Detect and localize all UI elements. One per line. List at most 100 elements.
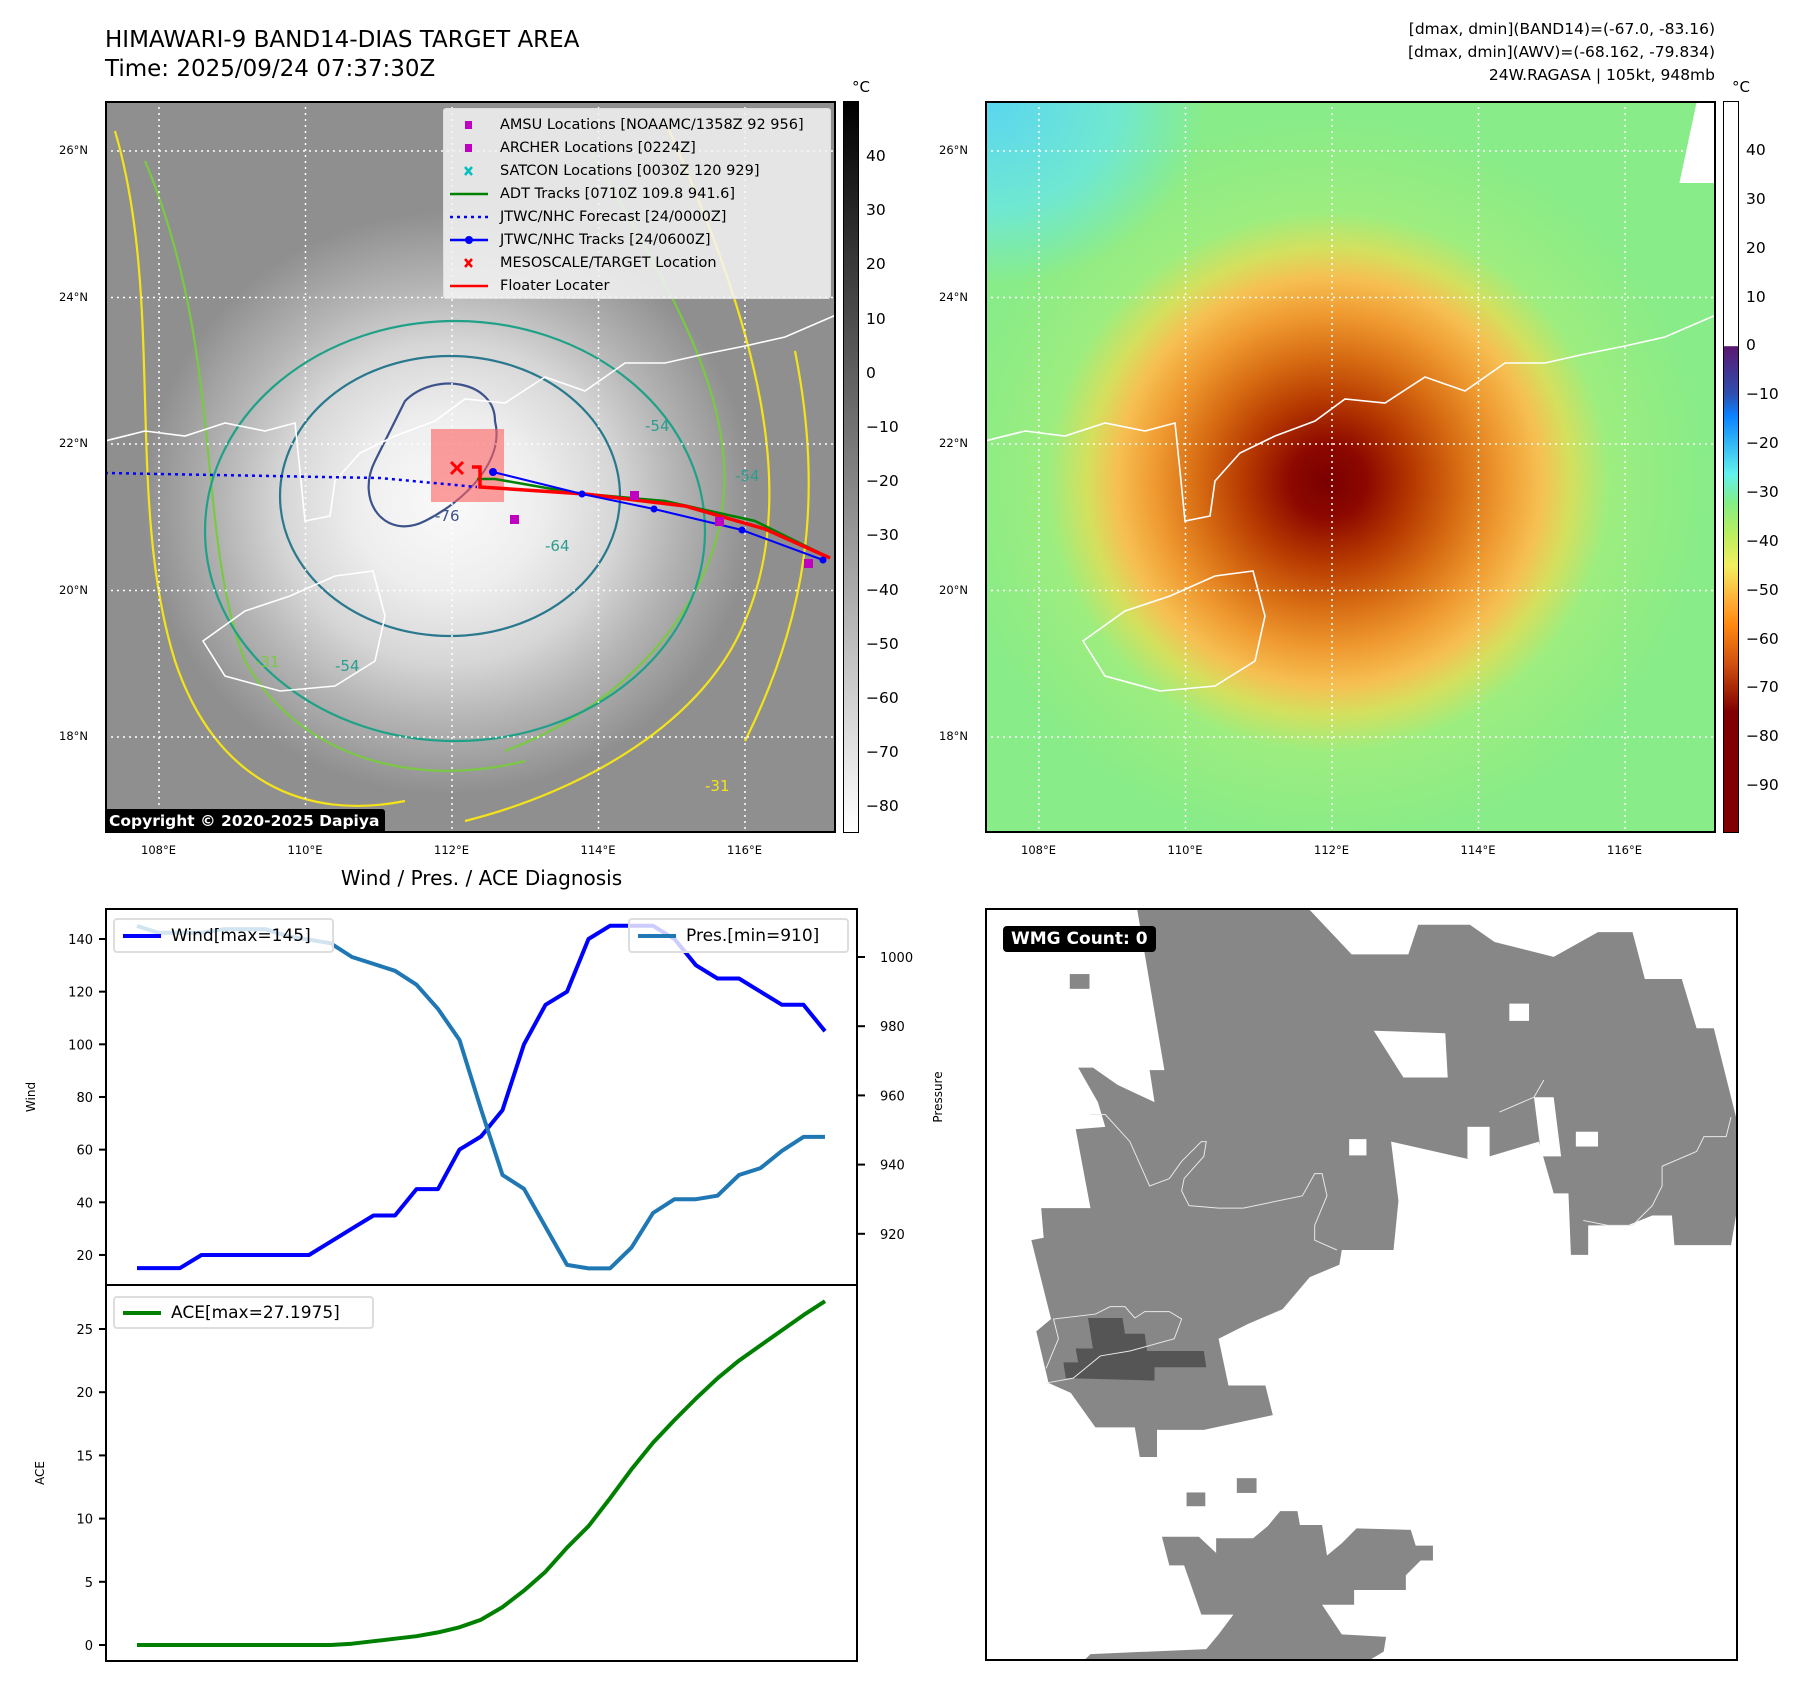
amsu-archer-markers (510, 491, 813, 568)
awv-colorbar (1723, 101, 1739, 833)
colorbar2-tick: −30 (1746, 482, 1779, 501)
lat-label: 18°N (59, 729, 88, 743)
line-icon (450, 192, 488, 195)
lat-label: 20°N (939, 582, 968, 597)
band14-range: [dmax, dmin](BAND14)=(-67.0, -83.16) (1408, 20, 1715, 38)
storm-info: [dmax, dmin](BAND14)=(-67.0, -83.16) [dm… (1408, 18, 1715, 87)
awv-map (985, 101, 1716, 833)
square-marker-icon (465, 120, 472, 129)
colorbar2-tick: 40 (1746, 141, 1766, 159)
legend-item-jtwc: JTWC/NHC Tracks [24/0600Z] (444, 228, 830, 251)
x-marker-icon (464, 257, 473, 268)
wind-tick-label: 20 (76, 1249, 93, 1264)
wind-axis-label: Wind (24, 1082, 38, 1112)
pressure-tick-label: 940 (880, 1159, 905, 1174)
legend-item-archer: ARCHER Locations [0224Z] (444, 136, 830, 159)
target-location-marker (449, 460, 465, 476)
ace-tick-label: 0 (85, 1639, 93, 1654)
lat-label: 24°N (59, 289, 88, 304)
lat-label: 26°N (59, 143, 88, 157)
ace-axis-label: ACE (33, 1461, 47, 1485)
ace-tick-label: 20 (76, 1386, 93, 1401)
lon-label: 114°E (1460, 843, 1496, 857)
lon-label: 110°E (1167, 843, 1203, 857)
colorbar1-tick: 40 (866, 147, 886, 165)
legend-label: Floater Locater (500, 277, 610, 294)
pressure-tick-label: 1000 (880, 951, 913, 966)
pressure-swatch (638, 933, 676, 938)
pressure-tick-label: 920 (880, 1228, 905, 1243)
contour-label: -76 (435, 507, 460, 525)
ace-series-line (137, 1299, 827, 1647)
coastline (987, 314, 1714, 692)
colorbar1-tick: 0 (866, 363, 876, 382)
colorbar1-tick: 20 (866, 255, 886, 274)
colorbar2-tick: 20 (1746, 238, 1766, 257)
pressure-axis-label: Pressure (931, 1071, 945, 1122)
wind-tick-label: 140 (68, 933, 93, 948)
colorbar1-tick: −60 (866, 689, 899, 707)
legend-item-amsu: AMSU Locations [NOAAMC/1358Z 92 956] (444, 113, 830, 136)
legend-label: ADT Tracks [0710Z 109.8 941.6] (500, 185, 736, 202)
ace-plot (105, 1284, 858, 1662)
wind-swatch (123, 933, 161, 938)
colorbar2-unit: °C (1732, 78, 1750, 96)
target-area-box (431, 429, 504, 502)
lat-label: 24°N (939, 289, 968, 304)
legend-label: JTWC/NHC Forecast [24/0000Z] (500, 208, 727, 225)
awv-overlay (987, 103, 1714, 831)
colorbar2-tick: −60 (1746, 629, 1779, 648)
legend-label: AMSU Locations [NOAAMC/1358Z 92 956] (500, 116, 804, 133)
ace-swatch (123, 1310, 161, 1315)
square-marker-icon (465, 143, 472, 152)
wind-tick-label: 40 (76, 1196, 93, 1211)
contour-label: -31 (705, 777, 730, 795)
ace-legend: ACE[max=27.1975] (113, 1296, 374, 1329)
contour-label: -31 (255, 653, 280, 671)
colorbar1-tick: −30 (866, 526, 899, 545)
jtwc-forecast-line (107, 471, 478, 489)
wind-series-line (137, 923, 827, 1271)
lat-label: 22°N (939, 436, 968, 450)
ace-legend-label: ACE[max=27.1975] (171, 1302, 340, 1323)
pressure-legend: Pres.[min=910] (628, 918, 849, 953)
contour-label: -54 (735, 467, 760, 485)
colorbar1-tick: −70 (866, 743, 899, 762)
cold-region (987, 103, 1714, 831)
pressure-tick-label: 980 (880, 1020, 905, 1035)
legend-label: SATCON Locations [0030Z 120 929] (500, 162, 760, 179)
wmg-map (1031, 910, 1736, 1659)
wmg-count-badge: WMG Count: 0 (1003, 926, 1156, 952)
line-icon (450, 284, 488, 287)
gridlines (987, 103, 1714, 831)
colorbar2-tick: −90 (1746, 776, 1779, 795)
copyright-label: Copyright © 2020-2025 Dapiya (107, 809, 386, 831)
legend-item-satcon: SATCON Locations [0030Z 120 929] (444, 159, 830, 182)
map-legend: AMSU Locations [NOAAMC/1358Z 92 956] ARC… (443, 108, 831, 299)
wind-tick-label: 100 (68, 1038, 93, 1053)
legend-label: MESOSCALE/TARGET Location (500, 254, 717, 271)
ace-tick-label: 5 (85, 1576, 93, 1591)
lon-label: 112°E (1314, 843, 1349, 857)
wind-tick-label: 80 (76, 1091, 93, 1106)
lat-label: 20°N (59, 582, 88, 597)
colorbar2-tick: −40 (1746, 531, 1779, 550)
wmg-cloud-patches (1069, 974, 1433, 1659)
coastline (107, 314, 834, 692)
figure-title: HIMAWARI-9 BAND14-DIAS TARGET AREA Time:… (105, 26, 579, 84)
colorbar1-tick: −80 (866, 797, 899, 816)
wind-legend: Wind[max=145] (113, 918, 334, 953)
lon-label: 116°E (1607, 843, 1642, 857)
contour-label: -54 (645, 417, 670, 435)
pressure-legend-label: Pres.[min=910] (686, 925, 820, 946)
storm-summary: 24W.RAGASA | 105kt, 948mb (1488, 66, 1715, 84)
colorbar2-tick: −50 (1746, 580, 1779, 599)
colorbar1-unit: °C (852, 78, 870, 96)
colorbar1-tick: −50 (866, 634, 899, 653)
colorbar2-tick: 0 (1746, 336, 1756, 355)
lon-label: 116°E (727, 843, 762, 857)
legend-item-floater: Floater Locater (444, 274, 830, 297)
awv-range: [dmax, dmin](AWV)=(-68.162, -79.834) (1408, 43, 1715, 61)
title-text: HIMAWARI-9 BAND14-DIAS TARGET AREA (105, 27, 580, 53)
